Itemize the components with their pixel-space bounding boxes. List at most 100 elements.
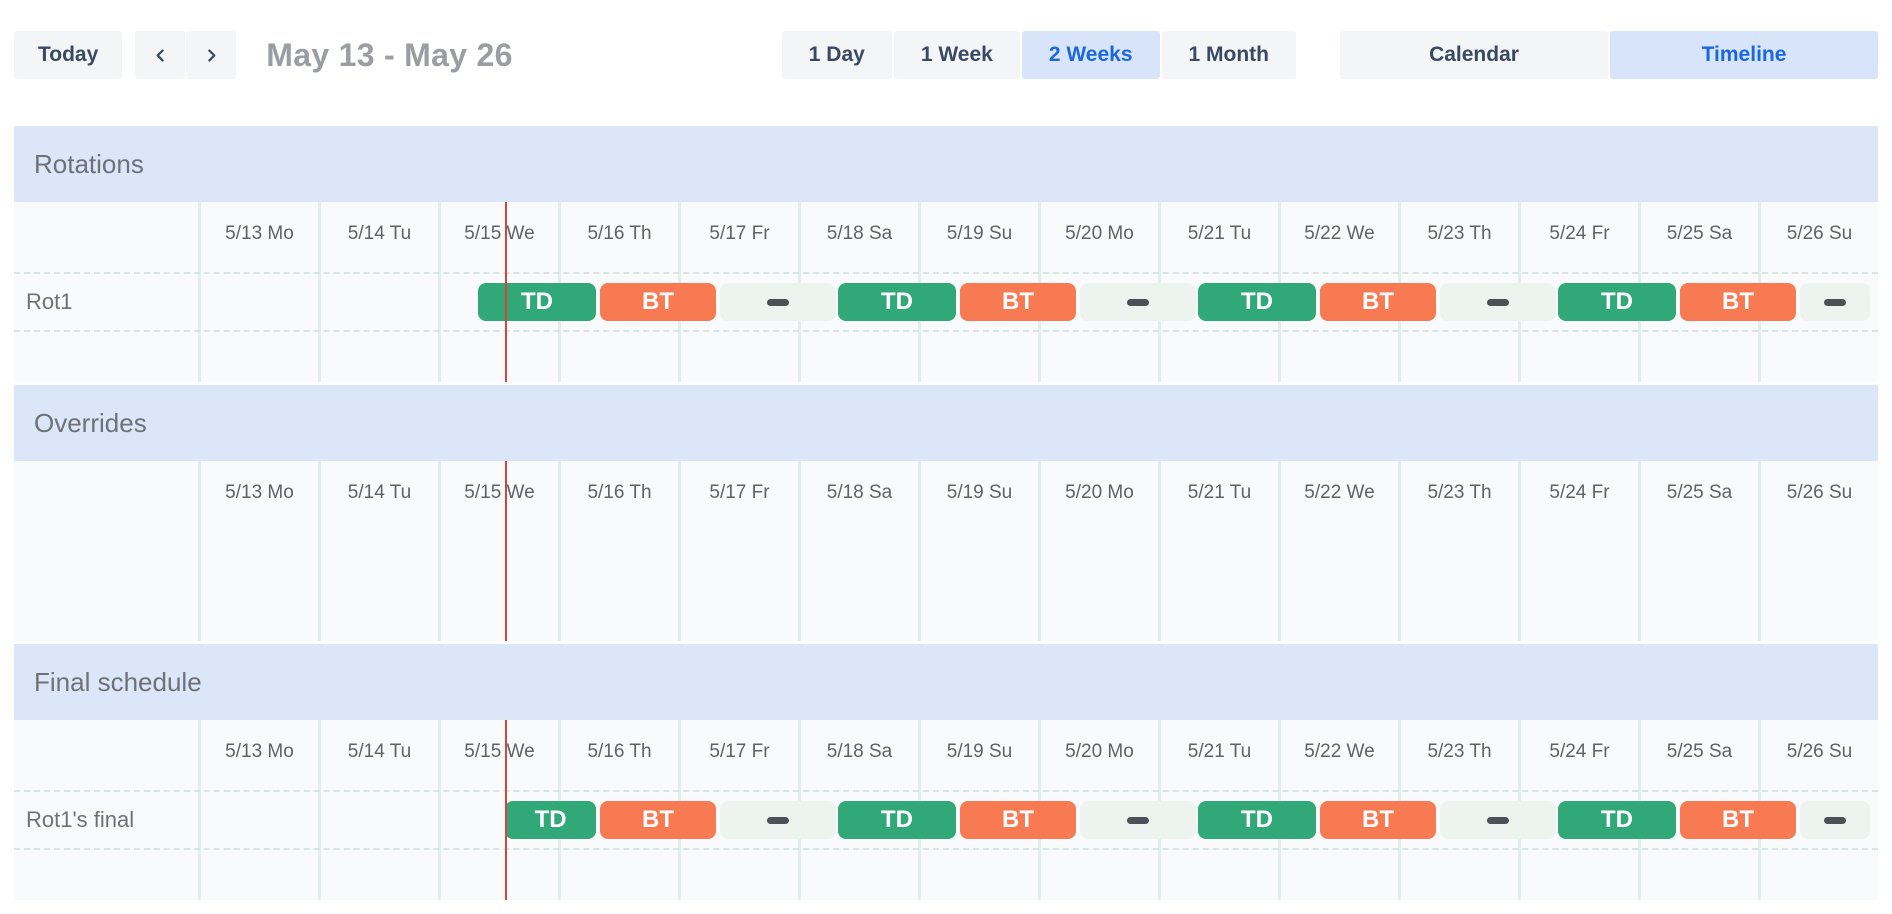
- day-label: 5/21 Tu: [1187, 482, 1252, 503]
- day-label: 5/15 We: [464, 741, 535, 762]
- day-column: 5/13 Mo: [198, 461, 318, 641]
- day-label: 5/16 Th: [587, 223, 652, 244]
- next-button[interactable]: [186, 31, 237, 79]
- prev-button[interactable]: [135, 31, 186, 79]
- shift-block-td[interactable]: TD: [837, 801, 957, 839]
- day-label: 5/21 Tu: [1187, 741, 1252, 762]
- day-label: 5/25 Sa: [1666, 741, 1733, 762]
- gap-strip: [720, 283, 837, 321]
- shift-block-bt[interactable]: BT: [1680, 801, 1797, 839]
- shift-block-td[interactable]: TD: [837, 283, 957, 321]
- day-column: 5/14 Tu: [318, 720, 438, 900]
- shift-block-td[interactable]: TD: [505, 801, 597, 839]
- shift-block-bt[interactable]: BT: [600, 801, 717, 839]
- day-column: 5/19 Su: [918, 461, 1038, 641]
- day-label: 5/26 Su: [1786, 482, 1853, 503]
- gap-dash-icon: [1823, 816, 1846, 824]
- schedule-row: Rot1 TD BT TD BT TD BT TD BT: [14, 272, 1878, 332]
- day-label: 5/18 Sa: [826, 482, 893, 503]
- gap-dash-icon: [767, 298, 790, 306]
- day-label: 5/16 Th: [587, 741, 652, 762]
- date-range-title: May 13 - May 26: [266, 36, 513, 73]
- gap-strip: [1080, 801, 1197, 839]
- row-label: Rot1: [26, 289, 73, 314]
- chevron-right-icon: [208, 48, 216, 62]
- day-label: 5/15 We: [464, 482, 535, 503]
- shift-block-bt[interactable]: BT: [960, 283, 1077, 321]
- view-option-calendar[interactable]: Calendar: [1340, 31, 1608, 79]
- gap-strip: [1800, 283, 1870, 321]
- view-switcher-group: Calendar Timeline: [1340, 31, 1878, 79]
- shift-block-bt[interactable]: BT: [1680, 283, 1797, 321]
- gap-strip: [1080, 283, 1197, 321]
- day-label: 5/22 We: [1304, 741, 1375, 762]
- zoom-option-1-month[interactable]: 1 Month: [1161, 31, 1296, 79]
- section-title: Rotations: [34, 148, 144, 179]
- day-label: 5/24 Fr: [1549, 482, 1610, 503]
- chevron-left-icon: [156, 48, 164, 62]
- day-label: 5/22 We: [1304, 223, 1375, 244]
- day-column: 5/24 Fr: [1518, 461, 1638, 641]
- day-column: 5/26 Su: [1758, 461, 1878, 641]
- zoom-level-group: 1 Day 1 Week 2 Weeks 1 Month: [781, 31, 1296, 79]
- zoom-option-1-day[interactable]: 1 Day: [781, 31, 892, 79]
- now-line: [505, 202, 508, 382]
- zoom-option-1-week[interactable]: 1 Week: [893, 31, 1020, 79]
- view-option-timeline[interactable]: Timeline: [1610, 31, 1878, 79]
- day-label: 5/23 Th: [1427, 223, 1492, 244]
- now-line: [505, 461, 508, 641]
- gap-dash-icon: [1487, 816, 1510, 824]
- day-column: 5/13 Mo: [198, 720, 318, 900]
- shift-block-td[interactable]: TD: [477, 283, 597, 321]
- day-column: 5/15 We: [438, 720, 558, 900]
- shift-block-td[interactable]: TD: [1557, 283, 1677, 321]
- section-overrides: Overrides 5/13 Mo 5/14 Tu 5/15 We 5/16 Th 5/1…: [14, 385, 1878, 641]
- day-label: 5/18 Sa: [826, 223, 893, 244]
- day-label: 5/20 Mo: [1065, 741, 1134, 762]
- shift-block-td[interactable]: TD: [1197, 283, 1317, 321]
- shift-block-bt[interactable]: BT: [960, 801, 1077, 839]
- schedule-row: Rot1's final TD BT TD BT TD BT TD BT: [14, 790, 1878, 850]
- shift-block-bt[interactable]: BT: [600, 283, 717, 321]
- shift-block-bt[interactable]: BT: [1320, 283, 1437, 321]
- gap-strip: [1440, 283, 1557, 321]
- schedule-panels: Rotations 5/13 Mo 5/14 Tu 5/15 We 5/16 Th 5/1…: [0, 126, 1892, 900]
- day-column: 5/16 Th: [558, 461, 678, 641]
- day-column: 5/13 Mo: [198, 202, 318, 382]
- day-label: 5/25 Sa: [1666, 223, 1733, 244]
- row-label: Rot1's final: [26, 807, 135, 832]
- section-header: Rotations: [14, 126, 1878, 202]
- gap-dash-icon: [1487, 298, 1510, 306]
- section-final-schedule: Final schedule 5/13 Mo 5/14 Tu 5/15 We 5/16 …: [14, 644, 1878, 900]
- date-nav-group: [135, 31, 237, 79]
- shift-block-td[interactable]: TD: [1197, 801, 1317, 839]
- shift-block-td[interactable]: TD: [1557, 801, 1677, 839]
- day-column: 5/15 We: [438, 202, 558, 382]
- section-grid: 5/13 Mo 5/14 Tu 5/15 We 5/16 Th 5/17 Fr 5/18 …: [14, 720, 1878, 900]
- section-title: Final schedule: [34, 666, 202, 697]
- toolbar: Today May 13 - May 26 1 Day 1 Week 2 Weeks…: [0, 0, 1892, 79]
- day-label: 5/19 Su: [946, 741, 1013, 762]
- gap-strip: [720, 801, 837, 839]
- gap-dash-icon: [1127, 298, 1150, 306]
- today-button[interactable]: Today: [14, 31, 123, 79]
- zoom-option-2-weeks[interactable]: 2 Weeks: [1021, 31, 1160, 79]
- gap-strip: [1440, 801, 1557, 839]
- shift-block-bt[interactable]: BT: [1320, 801, 1437, 839]
- gap-dash-icon: [1127, 816, 1150, 824]
- day-label: 5/14 Tu: [347, 482, 412, 503]
- day-column: 5/15 We: [438, 461, 558, 641]
- day-label: 5/23 Th: [1427, 741, 1492, 762]
- now-line: [505, 720, 508, 900]
- day-label: 5/17 Fr: [709, 482, 770, 503]
- day-column: 5/22 We: [1278, 461, 1398, 641]
- day-label: 5/13 Mo: [225, 223, 294, 244]
- day-label: 5/21 Tu: [1187, 223, 1252, 244]
- day-column: 5/14 Tu: [318, 202, 438, 382]
- day-label: 5/13 Mo: [225, 741, 294, 762]
- section-grid: 5/13 Mo 5/14 Tu 5/15 We 5/16 Th 5/17 Fr 5/18 …: [14, 202, 1878, 382]
- day-column: 5/17 Fr: [678, 461, 798, 641]
- day-label: 5/22 We: [1304, 482, 1375, 503]
- gap-strip: [1800, 801, 1870, 839]
- day-label: 5/15 We: [464, 223, 535, 244]
